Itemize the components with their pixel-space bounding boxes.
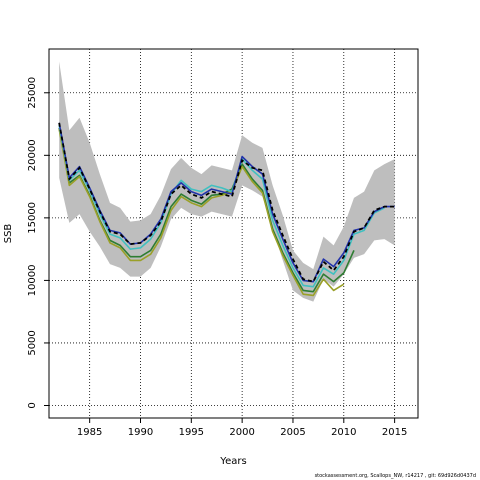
y-axis: 0 5000 10000 15000 20000 25000 [27,77,49,409]
x-tick-label: 1995 [179,427,204,438]
x-axis-label: Years [219,456,246,467]
x-tick-label: 2015 [382,427,407,438]
series-line-3 [58,125,385,288]
series-line-2 [58,122,395,283]
confidence-band-area [59,61,395,302]
y-tick-label: 25000 [27,77,38,109]
x-tick-label: 1990 [128,427,153,438]
x-tick-label: 2010 [331,427,356,438]
x-tick-label: 2005 [280,427,305,438]
series-line-5 [58,128,345,297]
y-tick-label: 20000 [27,139,38,171]
footer-credit: stockassessment.org, Scallops_NW, r14217… [314,473,476,479]
x-tick-label: 1985 [77,427,102,438]
confidence-band [59,61,395,302]
series-lines [58,122,395,297]
x-axis: 1985 1990 1995 2000 2005 2010 2015 [77,418,407,438]
y-axis-label: SSB [3,224,14,244]
y-tick-label: 0 [27,402,38,408]
x-tick-label: 2000 [229,427,254,438]
series-line-1 [58,122,395,283]
y-tick-label: 5000 [27,330,38,355]
series-line-4 [58,127,355,293]
plot-frame [48,48,419,419]
y-tick-label: 10000 [27,265,38,297]
y-tick-label: 15000 [27,202,38,234]
